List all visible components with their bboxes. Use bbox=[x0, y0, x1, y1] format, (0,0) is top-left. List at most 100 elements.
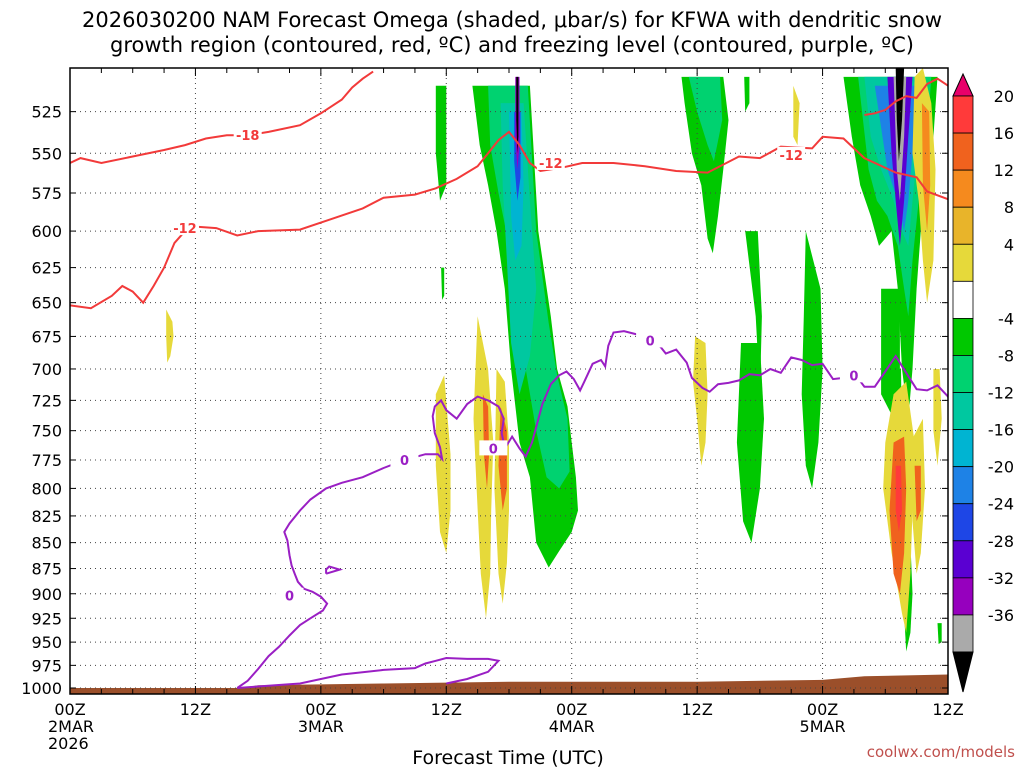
colorbar-box-3 bbox=[952, 206, 974, 245]
label-minus12-mid: -12 bbox=[539, 157, 563, 172]
label-zero-d: 0 bbox=[489, 442, 498, 457]
omega-shade-25 bbox=[441, 267, 445, 300]
colorbar-box-9 bbox=[952, 429, 974, 468]
omega-shade-17 bbox=[895, 68, 905, 162]
ytick-label-625: 625 bbox=[31, 259, 62, 278]
ytick-label-600: 600 bbox=[31, 222, 62, 241]
colorbar-label-0: 20 bbox=[994, 87, 1014, 106]
colorbar-box-14 bbox=[952, 614, 974, 653]
label-minus12-right: -12 bbox=[779, 149, 803, 164]
colorbar-top-triangle bbox=[952, 72, 974, 97]
colorbar-box-2 bbox=[952, 169, 974, 208]
ytick-label-825: 825 bbox=[31, 507, 62, 526]
ytick-label-800: 800 bbox=[31, 479, 62, 498]
label-minus18: -18 bbox=[236, 129, 260, 144]
label-zero-a: 0 bbox=[646, 334, 655, 349]
colorbar-box-7 bbox=[952, 355, 974, 393]
colorbar-label-10: -24 bbox=[988, 495, 1014, 514]
xtick-label-0-1: 2MAR bbox=[48, 717, 94, 736]
label-zero-c: 0 bbox=[400, 454, 409, 469]
xtick-label-0-0: 00Z bbox=[54, 700, 85, 719]
colorbar-label-13: -36 bbox=[988, 606, 1014, 625]
ytick-label-875: 875 bbox=[31, 560, 62, 579]
colorbar-label-1: 16 bbox=[994, 124, 1014, 143]
colorbar-box-12 bbox=[952, 540, 974, 579]
chart-title-line2: growth region (contoured, red, ºC) and f… bbox=[110, 33, 914, 57]
omega-shade-32 bbox=[693, 336, 708, 466]
xtick-label-84-0: 12Z bbox=[932, 700, 963, 719]
xtick-label-60-0: 12Z bbox=[681, 700, 712, 719]
contour-freeze_island2 bbox=[237, 656, 501, 689]
ytick-label-775: 775 bbox=[31, 451, 62, 470]
xtick-label-24-1: 3MAR bbox=[298, 717, 344, 736]
colorbar-label-11: -28 bbox=[988, 532, 1014, 551]
ytick-label-525: 525 bbox=[31, 103, 62, 122]
omega-shade-26 bbox=[166, 309, 174, 363]
label-zero-b: 0 bbox=[849, 369, 858, 384]
ytick-label-925: 925 bbox=[31, 609, 62, 628]
colorbar-label-7: -12 bbox=[988, 384, 1014, 403]
ytick-label-950: 950 bbox=[31, 633, 62, 652]
contour-dgz_minus18 bbox=[70, 70, 374, 165]
colorbar-label-6: -8 bbox=[998, 346, 1014, 365]
plot-inner: -18 -12 -12 -12 0 0 0 0 0 bbox=[70, 68, 948, 694]
label-minus12-right-bg bbox=[777, 146, 806, 162]
omega-shade-7 bbox=[516, 76, 519, 154]
colorbar-label-5: -4 bbox=[998, 309, 1014, 328]
label-zero-c-bg bbox=[390, 452, 419, 468]
colorbar-box-10 bbox=[952, 466, 974, 505]
omega-shade-24 bbox=[937, 623, 942, 644]
colorbar-label-12: -32 bbox=[988, 569, 1014, 588]
label-zero-e: 0 bbox=[285, 590, 294, 605]
contour-freeze_main bbox=[236, 330, 948, 689]
omega-shade-18 bbox=[801, 231, 823, 489]
omega-shade-33 bbox=[793, 85, 800, 146]
colorbar-box-13 bbox=[952, 577, 974, 616]
plot-area: -18 -12 -12 -12 0 0 0 0 0 bbox=[69, 67, 949, 695]
omega-shade-41 bbox=[914, 465, 921, 522]
omega-shade-0 bbox=[435, 85, 447, 201]
plot-frame bbox=[69, 67, 949, 695]
colorbar-box-4 bbox=[952, 243, 974, 282]
label-zero-d-bg bbox=[479, 440, 508, 456]
label-minus18-bg bbox=[233, 127, 262, 143]
omega-shade-20 bbox=[736, 343, 764, 543]
colorbar-box-6 bbox=[952, 317, 974, 356]
ytick-label-650: 650 bbox=[31, 294, 62, 313]
colorbar-label-3: 8 bbox=[1004, 198, 1014, 217]
label-minus12-left: -12 bbox=[173, 222, 197, 237]
x-axis-label: Forecast Time (UTC) bbox=[412, 747, 603, 768]
label-zero-e-bg bbox=[275, 587, 304, 603]
colorbar-box-8 bbox=[952, 392, 974, 430]
ytick-label-750: 750 bbox=[31, 422, 62, 441]
xtick-label-36-0: 12Z bbox=[431, 700, 462, 719]
credit-text: coolwx.com/models bbox=[867, 743, 1015, 761]
xtick-label-72-0: 00Z bbox=[807, 700, 838, 719]
colorbar-box-11 bbox=[952, 503, 974, 542]
colorbar-bottom-triangle bbox=[952, 651, 974, 693]
colorbar-box-5 bbox=[952, 280, 974, 319]
colorbar-label-2: 12 bbox=[994, 161, 1014, 180]
xtick-label-12-0: 12Z bbox=[180, 700, 211, 719]
ytick-label-725: 725 bbox=[31, 391, 62, 410]
xtick-label-72-1: 5MAR bbox=[800, 717, 846, 736]
y-axis: 525 550 575 600 625 650 675 700 725 750 775 800 825 8… bbox=[21, 103, 948, 698]
label-minus12-left-bg bbox=[170, 220, 199, 236]
ytick-label-675: 675 bbox=[31, 327, 62, 346]
colorbar-box-0 bbox=[952, 95, 974, 134]
colorbar: 20 16 12 8 4 -4 -8 -12 -16 -20 -24 -28 -32 -36 bbox=[952, 72, 1014, 693]
label-zero-a-bg bbox=[636, 332, 665, 348]
ytick-label-700: 700 bbox=[31, 360, 62, 379]
ytick-label-1000: 1000 bbox=[21, 679, 62, 698]
ytick-label-900: 900 bbox=[31, 585, 62, 604]
xtick-label-0-2: 2026 bbox=[48, 734, 89, 753]
colorbar-label-4: 4 bbox=[1004, 235, 1014, 254]
contour-freeze_island1 bbox=[325, 565, 344, 575]
ytick-label-975: 975 bbox=[31, 656, 62, 675]
ytick-label-850: 850 bbox=[31, 534, 62, 553]
omega-shade-28 bbox=[473, 316, 494, 619]
omega-shade-35 bbox=[921, 103, 931, 232]
colorbar-box-1 bbox=[952, 132, 974, 171]
